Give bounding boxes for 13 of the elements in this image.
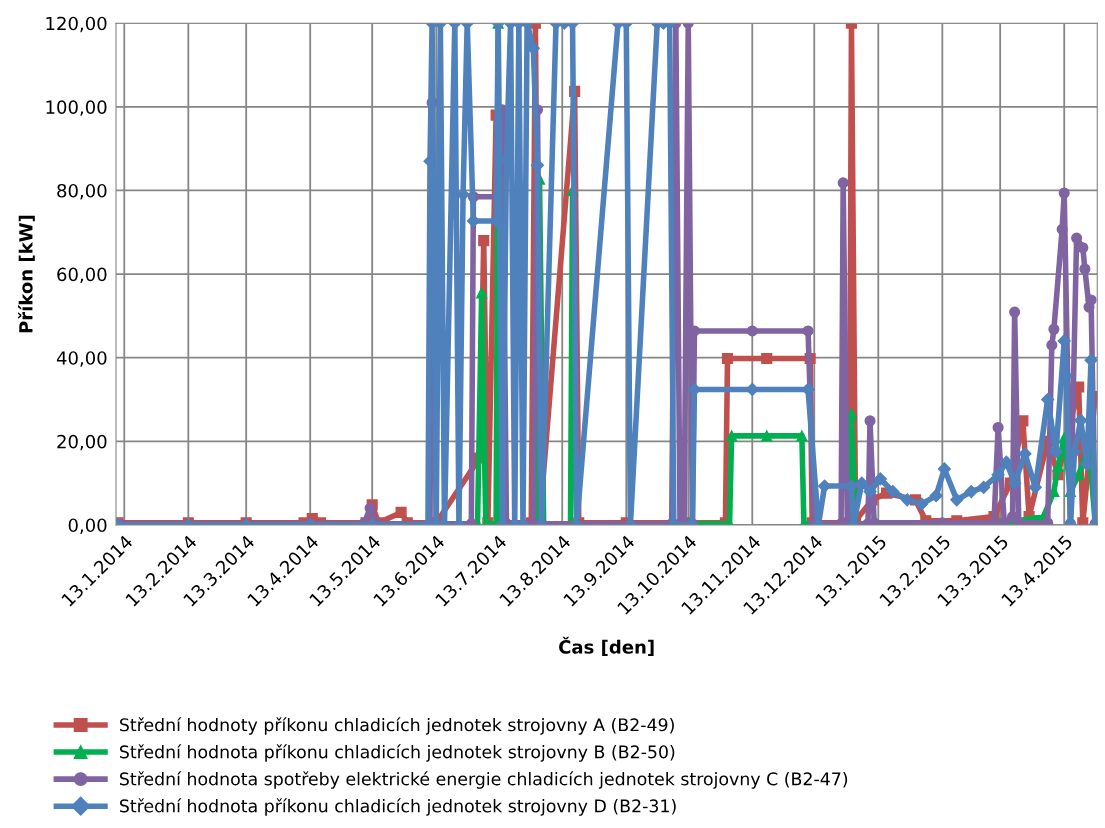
y-tick-label: 60,00 (57, 267, 107, 284)
y-axis-title: Příkon [kW] (17, 215, 35, 333)
y-tick-label: 120,00 (46, 16, 107, 33)
y-tick-label: 40,00 (56, 351, 107, 367)
legend-label: Střední hodnota spotřeby elektrické energie chladicích jednotek strojovny C (B2-47) (120, 771, 848, 789)
legend-label: Střední hodnota příkonu chladicích jednotek strojovny D (B2-31) (120, 798, 676, 816)
y-tick-label: 0,00 (68, 518, 107, 534)
y-tick-label: 80,00 (57, 183, 107, 200)
y-tick-label: 100,00 (46, 100, 107, 116)
legend-label: Střední hodnoty příkonu chladicích jednotek strojovny A (B2-49) (120, 717, 674, 735)
y-tick-label: 20,00 (57, 434, 107, 451)
x-axis-title: Čas [den] (559, 636, 654, 656)
legend-label: Střední hodnota příkonu chladicích jednotek strojovny B (B2-50) (120, 744, 675, 762)
